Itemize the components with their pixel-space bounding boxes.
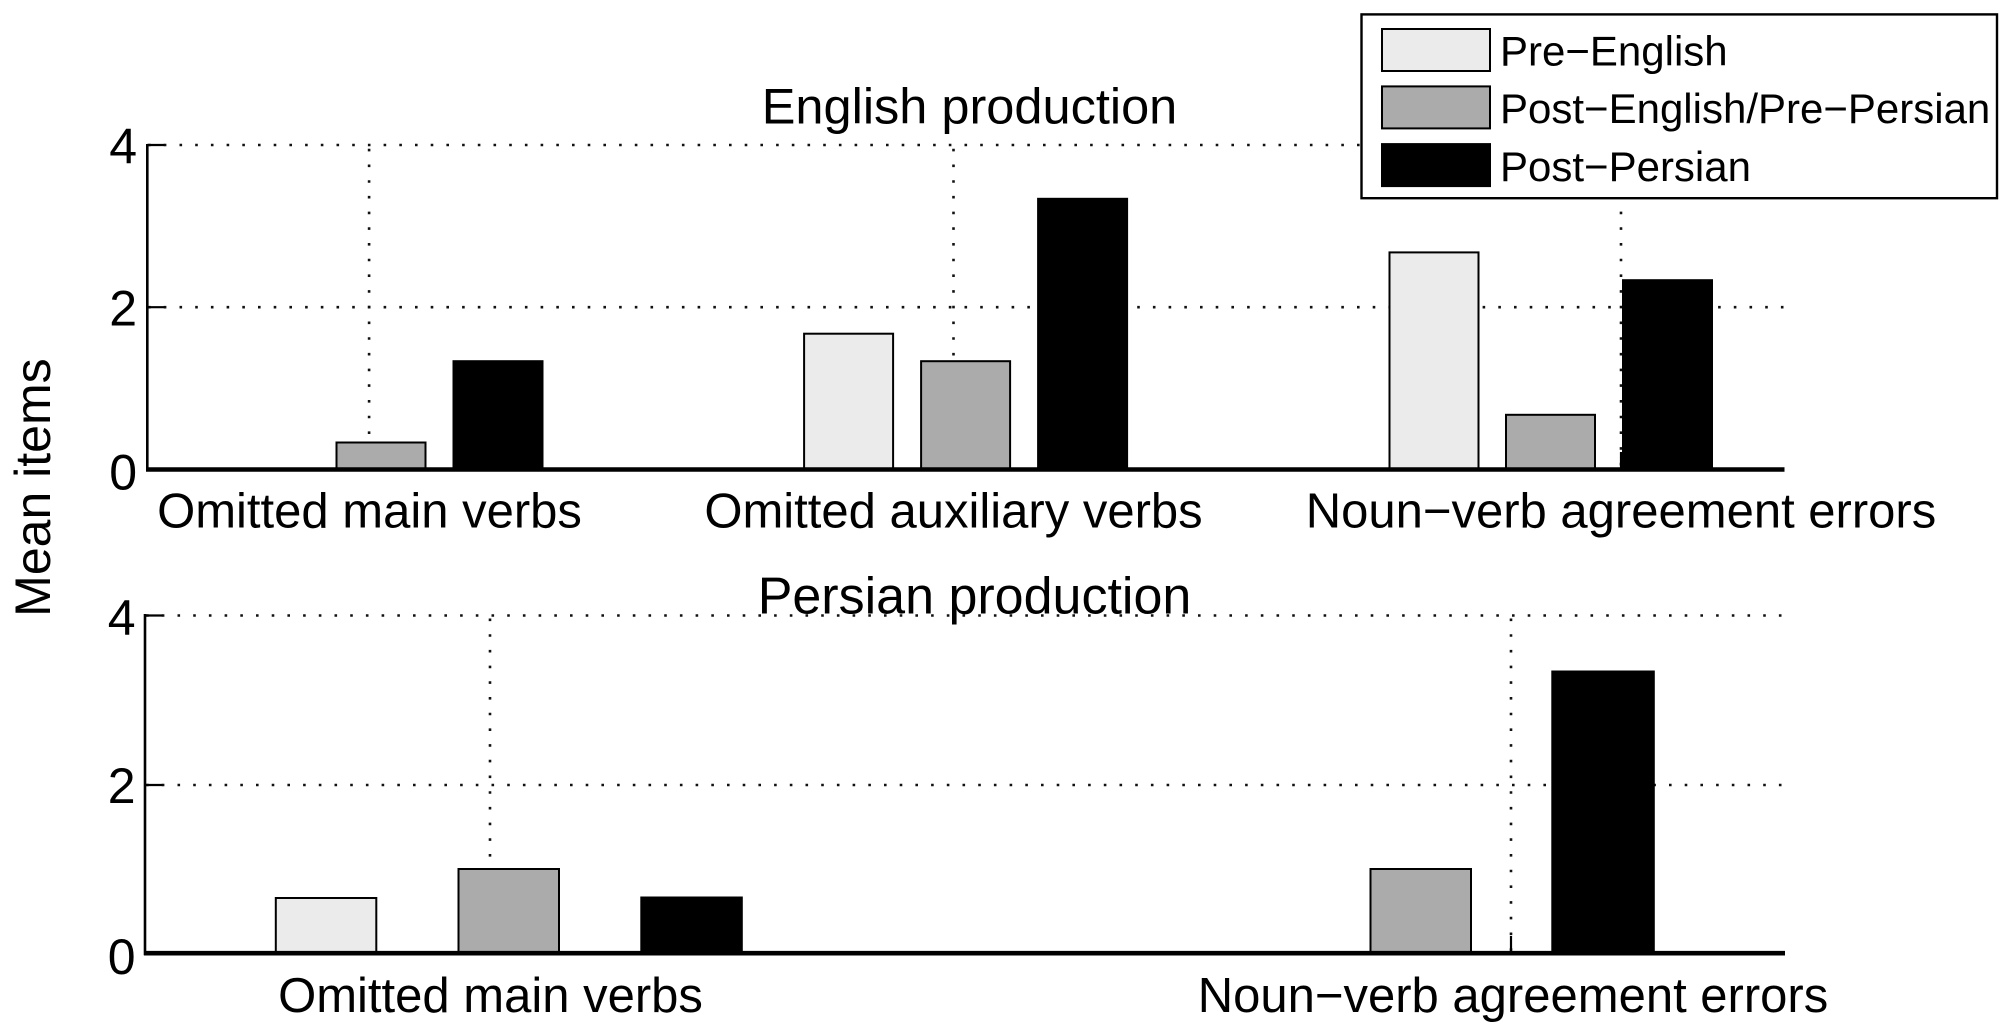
svg-text:4: 4 (109, 119, 137, 175)
svg-text:2: 2 (109, 280, 137, 336)
svg-text:4: 4 (108, 590, 136, 646)
svg-text:Omitted main verbs: Omitted main verbs (157, 485, 582, 539)
svg-text:Pre−English: Pre−English (1500, 27, 1728, 74)
svg-text:Omitted main verbs: Omitted main verbs (278, 969, 703, 1023)
svg-text:Noun−verb agreement errors: Noun−verb agreement errors (1198, 969, 1829, 1023)
svg-text:English production: English production (762, 78, 1178, 135)
svg-text:Persian production: Persian production (758, 568, 1192, 626)
svg-text:0: 0 (108, 929, 136, 985)
svg-text:Post−English/Pre−Persian: Post−English/Pre−Persian (1500, 85, 1990, 132)
svg-text:2: 2 (108, 758, 136, 814)
svg-text:Mean items: Mean items (5, 358, 61, 616)
svg-text:Noun−verb agreement errors: Noun−verb agreement errors (1306, 485, 1937, 539)
svg-text:0: 0 (109, 445, 137, 501)
svg-text:Post−Persian: Post−Persian (1500, 143, 1751, 190)
svg-text:Omitted auxiliary verbs: Omitted auxiliary verbs (704, 485, 1202, 539)
